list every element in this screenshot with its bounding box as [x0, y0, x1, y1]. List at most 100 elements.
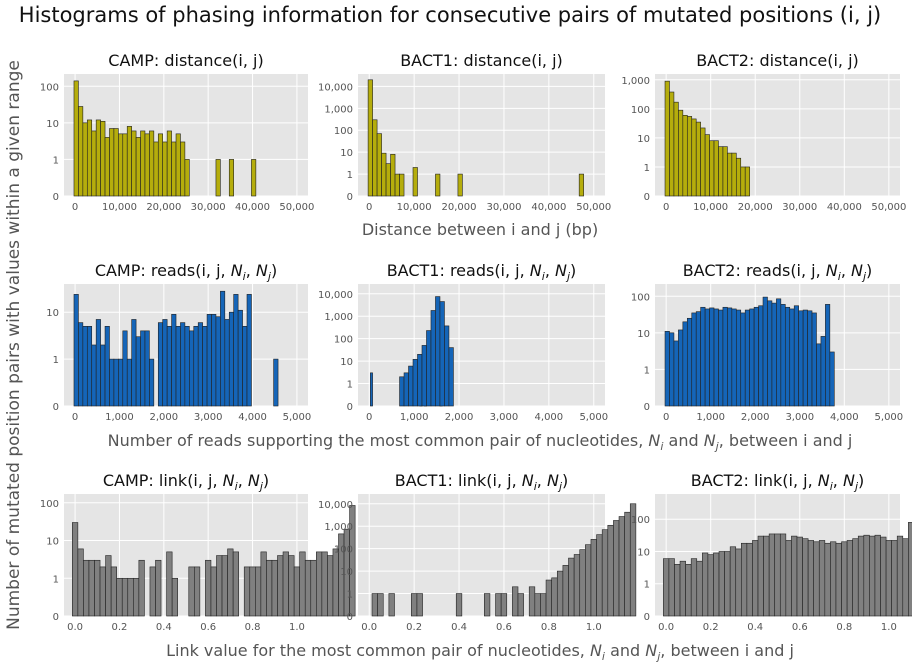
y-tick-label: 100 — [334, 335, 353, 346]
histogram-bar — [885, 540, 892, 617]
histogram-bar — [731, 308, 737, 407]
histogram-bar — [618, 516, 625, 617]
histogram-bar — [233, 294, 239, 407]
x-tick-label: 0.6 — [496, 622, 512, 633]
histogram-bar — [768, 533, 776, 617]
histogram-bar — [104, 137, 110, 197]
y-tick-label: 1 — [347, 380, 353, 391]
x-tick-label: 40,000 — [827, 202, 862, 213]
histogram-bar — [86, 326, 93, 407]
histogram-bar — [193, 326, 199, 407]
histogram-bar — [545, 579, 552, 617]
histogram-bar — [255, 566, 262, 617]
histogram-bar — [874, 534, 881, 617]
histogram-bar — [709, 140, 715, 197]
y-tick-label: 10,000 — [318, 82, 353, 93]
histogram-bar — [735, 157, 742, 197]
histogram-bar — [869, 535, 876, 617]
histogram-bar — [744, 309, 750, 407]
histogram-bar — [740, 312, 746, 407]
y-tick-label: 100 — [631, 292, 650, 303]
x-tick-label: 0.4 — [156, 622, 172, 633]
x-tick-label: 1,000 — [105, 412, 134, 423]
histogram-bar — [727, 152, 733, 197]
histogram-bar — [818, 540, 826, 617]
histogram-bar — [674, 564, 681, 617]
histogram-bar — [221, 555, 228, 617]
histogram-bar — [785, 540, 792, 617]
histogram-bar — [830, 541, 837, 617]
x-tick-label: 0 — [366, 202, 372, 213]
histogram-bar — [95, 119, 101, 197]
histogram-bar — [735, 309, 742, 407]
y-tick-label: 10 — [637, 329, 650, 340]
histogram-bar — [863, 534, 870, 617]
histogram-bar — [702, 552, 709, 617]
histogram-bar — [118, 358, 124, 407]
histogram-bar — [811, 312, 817, 407]
x-tick-label: 3,000 — [490, 412, 519, 423]
histogram-bar — [700, 306, 706, 407]
x-tick-label: 1,000 — [696, 412, 725, 423]
histogram-bar — [624, 511, 631, 617]
x-tick-label: 1.0 — [289, 622, 305, 633]
histogram-bar — [685, 564, 692, 617]
histogram-bar — [841, 541, 848, 617]
histogram-bar — [416, 593, 423, 617]
histogram-bar — [215, 159, 221, 197]
histogram-bar — [399, 173, 405, 197]
histogram-bar — [126, 358, 132, 407]
histogram-bar — [668, 558, 675, 617]
histogram-bar — [534, 593, 541, 617]
histogram-bar — [669, 332, 675, 407]
histogram-bar — [735, 548, 742, 617]
histogram-bar — [779, 533, 787, 617]
histogram-bar — [852, 538, 859, 617]
histogram-bar — [752, 540, 759, 617]
histogram-bar — [512, 586, 519, 617]
histogram-bar — [304, 559, 312, 617]
histogram-bar — [679, 560, 686, 617]
histogram-bar — [277, 555, 284, 617]
histogram-bar — [673, 101, 679, 197]
histogram-bar — [857, 535, 865, 617]
histogram-bar — [796, 536, 803, 617]
histogram-bar — [220, 290, 226, 407]
histogram-bar — [72, 522, 79, 617]
histogram-panel: 0 1,000 2,000 3,000 4,000 5,000 0 1 10 CAMP: read… — [46, 261, 311, 423]
histogram-bar — [746, 542, 753, 617]
histogram-bar — [562, 565, 569, 617]
row-x-axis-label: Distance between i and j (bp) — [362, 220, 598, 239]
histogram-bar — [686, 116, 693, 197]
histogram-bar — [762, 296, 768, 407]
histogram-bar — [116, 577, 123, 617]
histogram-bar — [140, 330, 146, 407]
histogram-bar — [122, 133, 128, 197]
histogram-bar — [430, 310, 436, 407]
histogram-bar — [242, 326, 248, 407]
histogram-bar — [669, 91, 675, 197]
histogram-bar — [556, 570, 564, 617]
histogram-bar — [260, 551, 267, 617]
histogram-bar — [162, 319, 168, 407]
y-tick-label: 100 — [631, 105, 650, 116]
y-tick-label: 1 — [347, 590, 353, 601]
y-tick-label: 10 — [637, 134, 650, 145]
histogram-bar — [709, 307, 715, 407]
y-tick-label: 1,000 — [621, 76, 650, 87]
y-tick-label: 100 — [40, 82, 59, 93]
histogram-panel: 0 10,000 20,000 30,000 40,000 50,000 0 1 10 100 1,… — [621, 51, 906, 213]
y-tick-label: 10 — [46, 119, 59, 130]
histogram-bar — [718, 146, 724, 197]
histogram-bar — [288, 555, 295, 617]
histogram-panel: 0.0 0.2 0.4 0.6 0.8 1.0 0 1 10 100 1,000 10,000 BACT… — [318, 471, 637, 633]
histogram-bar — [171, 141, 177, 197]
histogram-bar — [157, 133, 164, 197]
histogram-bar — [228, 311, 234, 407]
histogram-bar — [731, 152, 737, 197]
histogram-bar — [249, 566, 256, 617]
histogram-bar — [205, 559, 212, 617]
histogram-panel: 0 1,000 2,000 3,000 4,000 5,000 0 1 10 100 BACT2: … — [631, 261, 903, 423]
histogram-bar — [798, 310, 804, 407]
